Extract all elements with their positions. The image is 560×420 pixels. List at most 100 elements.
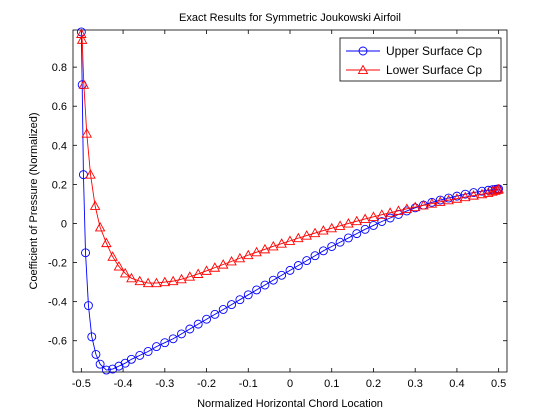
data-point <box>493 183 504 194</box>
x-tick-label: -0.3 <box>155 378 174 390</box>
data-point <box>227 300 237 310</box>
y-tick-label: 0.4 <box>52 140 67 152</box>
data-point <box>343 233 353 243</box>
data-point <box>81 128 93 138</box>
data-point <box>260 280 270 290</box>
data-point <box>108 364 118 374</box>
data-point <box>101 237 112 248</box>
data-point <box>217 259 229 269</box>
legend-marker <box>357 64 369 75</box>
data-point <box>476 188 488 199</box>
x-tick-label: -0.1 <box>239 378 258 390</box>
data-point <box>268 275 278 285</box>
data-point <box>176 273 187 284</box>
x-tick-label: 0.4 <box>449 378 464 390</box>
data-point <box>235 295 245 305</box>
data-point <box>168 334 178 344</box>
data-point <box>243 290 253 300</box>
series-lower-surface <box>76 28 504 288</box>
data-point <box>435 195 445 205</box>
data-point <box>185 324 195 334</box>
data-point <box>302 256 312 266</box>
data-point <box>91 349 101 359</box>
data-point <box>101 365 111 375</box>
y-tick-label: -0.2 <box>48 258 67 270</box>
data-point <box>135 350 145 360</box>
data-point <box>434 196 446 206</box>
data-point <box>76 34 88 44</box>
data-point <box>160 338 170 348</box>
data-point <box>482 187 494 197</box>
data-point <box>301 230 312 240</box>
data-point <box>368 211 379 221</box>
data-point <box>318 225 329 235</box>
x-tick-label: -0.5 <box>72 378 91 390</box>
data-point <box>468 190 479 200</box>
data-point <box>134 275 146 286</box>
plot-area <box>72 29 508 373</box>
y-axis-label: Coefficient of Pressure (Normalized) <box>28 112 40 289</box>
data-point <box>143 347 153 356</box>
data-point <box>126 354 136 364</box>
data-point <box>78 79 90 89</box>
data-point <box>94 221 106 232</box>
data-point <box>409 201 421 212</box>
data-point <box>119 267 131 278</box>
data-point <box>83 301 93 311</box>
data-point <box>360 224 370 234</box>
y-tick-label: 0.6 <box>52 101 67 113</box>
chart-title: Exact Results for Symmetric Joukowski Ai… <box>179 12 401 24</box>
data-point <box>95 359 105 369</box>
x-axis-label: Normalized Horizontal Chord Location <box>197 398 383 410</box>
x-tick-label: 0.5 <box>491 378 506 390</box>
data-point <box>159 276 171 287</box>
data-point <box>202 314 211 324</box>
data-point <box>393 205 404 215</box>
y-axis: -0.6 -0.4 -0.2 0 0.2 0.4 0.6 0.8 <box>48 62 507 348</box>
data-point <box>318 246 328 256</box>
data-point <box>210 309 220 319</box>
data-point <box>87 332 97 342</box>
data-point <box>443 194 454 205</box>
x-tick-label: -0.4 <box>114 378 133 390</box>
data-point <box>226 255 237 266</box>
y-tick-label: 0 <box>61 218 67 230</box>
data-point <box>469 188 479 198</box>
x-tick-label: -0.2 <box>197 378 216 390</box>
data-point <box>401 203 413 213</box>
data-point <box>113 261 125 271</box>
data-point <box>251 246 262 257</box>
data-point <box>327 242 337 251</box>
data-point <box>477 186 487 196</box>
legend-label: Lower Surface Cp <box>386 63 482 77</box>
x-axis: -0.5 -0.4 -0.3 -0.2 -0.1 0 0.1 0.2 0.3 0.4 0.5 <box>72 30 506 390</box>
data-point <box>334 220 346 230</box>
legend-label: Upper Surface Cp <box>386 44 482 58</box>
data-point <box>259 243 271 254</box>
x-tick-label: 0.1 <box>324 378 339 390</box>
data-point <box>490 185 501 195</box>
data-point <box>418 199 429 210</box>
data-point <box>218 305 228 314</box>
data-point <box>285 265 295 275</box>
data-point <box>78 170 88 180</box>
data-point <box>352 229 362 239</box>
data-point <box>309 227 321 238</box>
data-point <box>310 251 320 261</box>
y-tick-label: -0.4 <box>48 297 67 309</box>
data-point <box>384 207 396 217</box>
y-tick-label: -0.6 <box>48 336 67 348</box>
data-point <box>184 271 196 281</box>
data-point <box>444 193 454 203</box>
data-point <box>234 252 246 263</box>
data-point <box>126 272 137 283</box>
legend: Upper Surface Cp Lower Surface Cp <box>339 37 502 82</box>
data-point <box>89 200 101 210</box>
data-point <box>120 358 130 368</box>
data-point <box>343 218 354 228</box>
data-point <box>277 270 287 280</box>
data-point <box>252 285 262 295</box>
data-point <box>359 213 371 224</box>
data-point <box>192 268 204 278</box>
